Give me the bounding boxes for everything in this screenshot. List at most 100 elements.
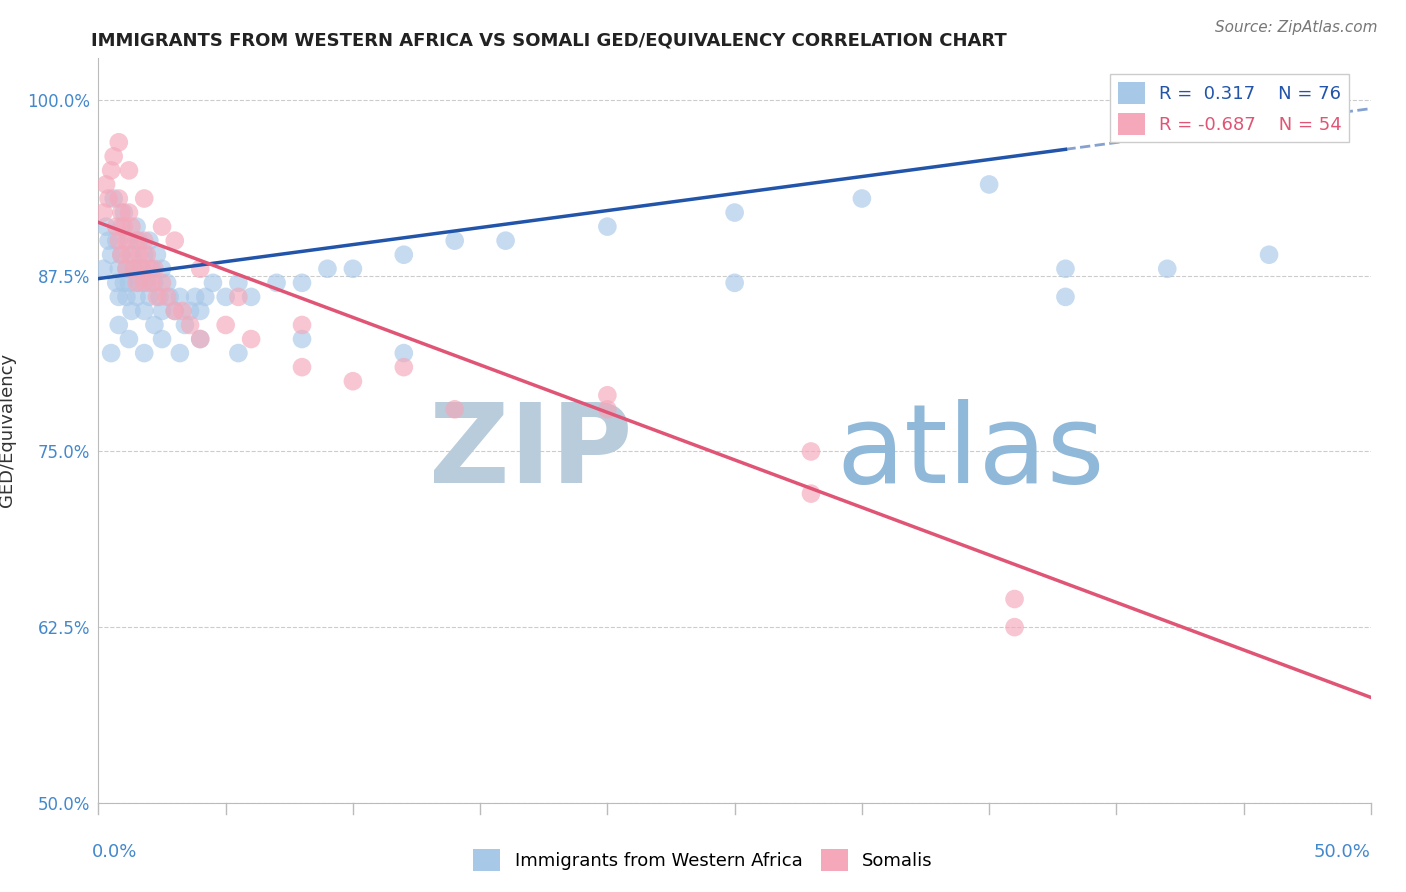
Point bbox=[107, 290, 129, 304]
Point bbox=[150, 219, 173, 234]
Point bbox=[150, 332, 173, 346]
Point bbox=[112, 219, 135, 234]
Point bbox=[1004, 592, 1026, 607]
Point bbox=[118, 205, 141, 219]
Point bbox=[146, 290, 169, 304]
Point bbox=[194, 290, 217, 304]
Point bbox=[107, 234, 129, 248]
Point bbox=[156, 276, 179, 290]
Point bbox=[121, 304, 143, 318]
Point bbox=[316, 261, 339, 276]
Point bbox=[159, 290, 181, 304]
Point bbox=[115, 234, 138, 248]
Point bbox=[118, 163, 141, 178]
Point bbox=[188, 332, 211, 346]
Point bbox=[163, 234, 186, 248]
Point bbox=[723, 276, 745, 290]
Point bbox=[800, 486, 823, 500]
Point bbox=[156, 290, 179, 304]
Point bbox=[188, 261, 211, 276]
Point bbox=[201, 276, 224, 290]
Point bbox=[112, 205, 135, 219]
Point bbox=[143, 318, 166, 332]
Point bbox=[110, 248, 132, 262]
Point bbox=[94, 219, 117, 234]
Point bbox=[128, 234, 150, 248]
Point bbox=[800, 444, 823, 458]
Point bbox=[143, 276, 166, 290]
Point bbox=[596, 402, 619, 417]
Point bbox=[115, 290, 138, 304]
Point bbox=[443, 402, 465, 417]
Point bbox=[188, 332, 211, 346]
Point bbox=[214, 318, 236, 332]
Text: ZIP: ZIP bbox=[429, 400, 633, 507]
Point bbox=[141, 276, 163, 290]
Point bbox=[291, 276, 314, 290]
Point bbox=[291, 360, 314, 375]
Y-axis label: GED/Equivalency: GED/Equivalency bbox=[0, 353, 15, 508]
Point bbox=[1054, 261, 1077, 276]
Point bbox=[179, 318, 201, 332]
Point bbox=[94, 178, 117, 192]
Point bbox=[118, 234, 141, 248]
Point bbox=[1054, 290, 1077, 304]
Point bbox=[131, 261, 153, 276]
Point bbox=[134, 248, 156, 262]
Point bbox=[240, 332, 263, 346]
Point bbox=[1004, 620, 1026, 634]
Point bbox=[172, 304, 194, 318]
Point bbox=[163, 304, 186, 318]
Point bbox=[134, 346, 156, 360]
Point bbox=[100, 248, 122, 262]
Legend: R =  0.317    N = 76, R = -0.687    N = 54: R = 0.317 N = 76, R = -0.687 N = 54 bbox=[1111, 74, 1350, 142]
Point bbox=[110, 248, 132, 262]
Point bbox=[131, 261, 153, 276]
Point bbox=[134, 192, 156, 206]
Point bbox=[118, 248, 141, 262]
Text: IMMIGRANTS FROM WESTERN AFRICA VS SOMALI GED/EQUIVALENCY CORRELATION CHART: IMMIGRANTS FROM WESTERN AFRICA VS SOMALI… bbox=[91, 31, 1007, 49]
Point bbox=[184, 290, 207, 304]
Point bbox=[125, 234, 148, 248]
Point bbox=[1156, 261, 1178, 276]
Point bbox=[93, 205, 115, 219]
Point bbox=[392, 360, 415, 375]
Point bbox=[128, 248, 150, 262]
Point bbox=[115, 261, 138, 276]
Point bbox=[596, 388, 619, 402]
Point bbox=[110, 219, 132, 234]
Point bbox=[93, 261, 115, 276]
Point bbox=[169, 346, 191, 360]
Point bbox=[107, 136, 129, 150]
Point bbox=[138, 290, 160, 304]
Point bbox=[495, 234, 517, 248]
Point bbox=[122, 261, 145, 276]
Point bbox=[115, 261, 138, 276]
Point bbox=[134, 304, 156, 318]
Point bbox=[169, 290, 191, 304]
Point bbox=[342, 261, 364, 276]
Point bbox=[291, 332, 314, 346]
Text: Source: ZipAtlas.com: Source: ZipAtlas.com bbox=[1215, 20, 1378, 35]
Text: 0.0%: 0.0% bbox=[91, 843, 136, 861]
Point bbox=[97, 192, 120, 206]
Point bbox=[118, 276, 141, 290]
Point bbox=[188, 304, 211, 318]
Text: 50.0%: 50.0% bbox=[1315, 843, 1371, 861]
Point bbox=[103, 149, 125, 163]
Point bbox=[134, 234, 156, 248]
Point bbox=[146, 248, 169, 262]
Point bbox=[174, 318, 197, 332]
Point bbox=[214, 290, 236, 304]
Point bbox=[118, 332, 141, 346]
Point bbox=[97, 234, 120, 248]
Point bbox=[138, 234, 160, 248]
Point bbox=[392, 346, 415, 360]
Point bbox=[100, 346, 122, 360]
Point bbox=[163, 304, 186, 318]
Point bbox=[125, 276, 148, 290]
Point bbox=[443, 234, 465, 248]
Point bbox=[138, 261, 160, 276]
Legend: Immigrants from Western Africa, Somalis: Immigrants from Western Africa, Somalis bbox=[465, 842, 941, 879]
Point bbox=[110, 205, 132, 219]
